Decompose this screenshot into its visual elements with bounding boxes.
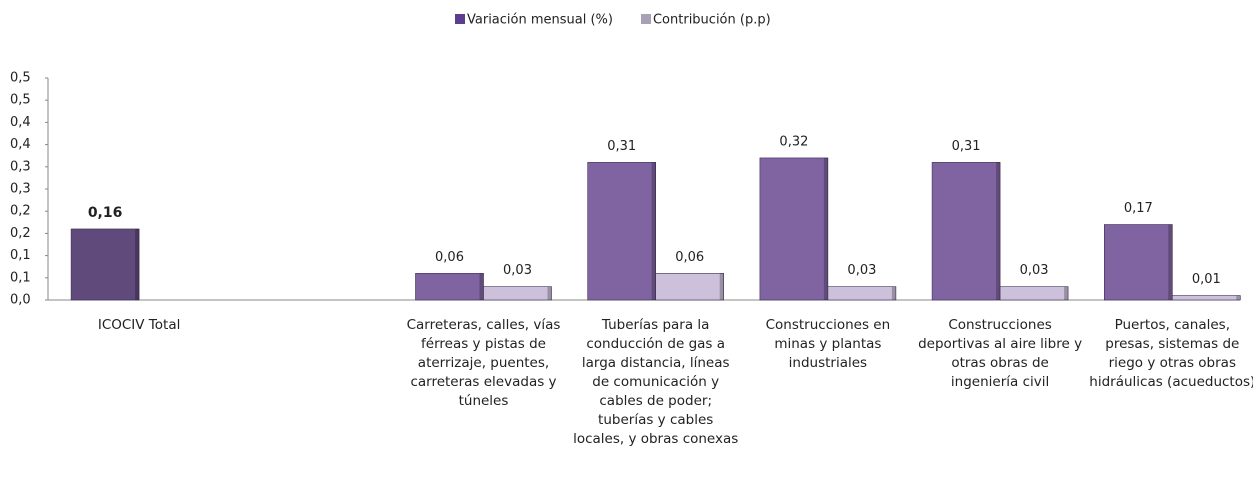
bar-shade <box>1168 224 1173 300</box>
bar-shade <box>479 273 484 300</box>
bar-shade <box>135 228 140 300</box>
data-label: 0,03 <box>1020 263 1049 278</box>
data-label: 0,03 <box>847 263 876 278</box>
bar <box>999 286 1069 301</box>
bar-shade <box>823 157 828 300</box>
bar-shade <box>1236 295 1241 300</box>
legend-swatch <box>455 14 465 24</box>
data-label: 0,17 <box>1124 201 1153 216</box>
data-label: 0,06 <box>675 250 704 265</box>
x-tick-label: Tuberías para la conducción de gas a lar… <box>573 317 739 447</box>
bar <box>827 286 897 301</box>
y-tick-label: 0,4 <box>10 115 31 130</box>
legend-swatch <box>640 14 651 24</box>
data-label: 0,03 <box>503 263 532 278</box>
bar <box>1172 295 1241 301</box>
x-tick-label: Carreteras, calles, vías férreas y pista… <box>406 317 561 409</box>
bar <box>70 228 140 301</box>
y-tick-label: 0,2 <box>10 226 31 241</box>
data-label: 0,31 <box>952 139 981 154</box>
data-label: 0,16 <box>88 205 123 221</box>
y-tick-label: 0,4 <box>10 137 31 152</box>
data-label: 0,31 <box>607 139 636 154</box>
bar-shade <box>719 273 724 300</box>
bar <box>415 273 484 301</box>
data-label: 0,32 <box>779 134 808 149</box>
bar <box>587 162 657 301</box>
y-tick-label: 0,1 <box>10 248 31 263</box>
bar <box>483 286 552 301</box>
x-tick-label: ICOCIV Total <box>97 317 181 333</box>
x-tick-label: Construcciones en minas y plantas indust… <box>765 317 891 371</box>
bar <box>1104 224 1173 301</box>
bar-shade <box>996 162 1001 300</box>
bar-shade <box>891 286 896 300</box>
x-tick-label: Construcciones deportivas al aire libre … <box>918 317 1083 390</box>
data-label: 0,01 <box>1192 272 1221 287</box>
bar <box>655 273 725 301</box>
bar <box>759 157 829 301</box>
bar-shade <box>1064 286 1069 300</box>
legend-label: Contribución (p.p) <box>653 13 771 28</box>
bar-shade <box>651 162 656 300</box>
y-tick-label: 0,5 <box>10 93 31 108</box>
bar-shade <box>547 286 552 300</box>
y-tick-label: 0,5 <box>10 71 31 86</box>
bar <box>931 162 1001 301</box>
y-tick-label: 0,1 <box>10 270 31 285</box>
x-tick-label: Puertos, canales, presas, sistemas de ri… <box>1089 317 1253 390</box>
y-tick-label: 0,0 <box>10 293 31 308</box>
y-tick-label: 0,3 <box>10 159 31 174</box>
data-label: 0,06 <box>435 250 464 265</box>
y-tick-label: 0,3 <box>10 182 31 197</box>
legend-label: Variación mensual (%) <box>467 13 613 28</box>
y-tick-label: 0,2 <box>10 204 31 219</box>
